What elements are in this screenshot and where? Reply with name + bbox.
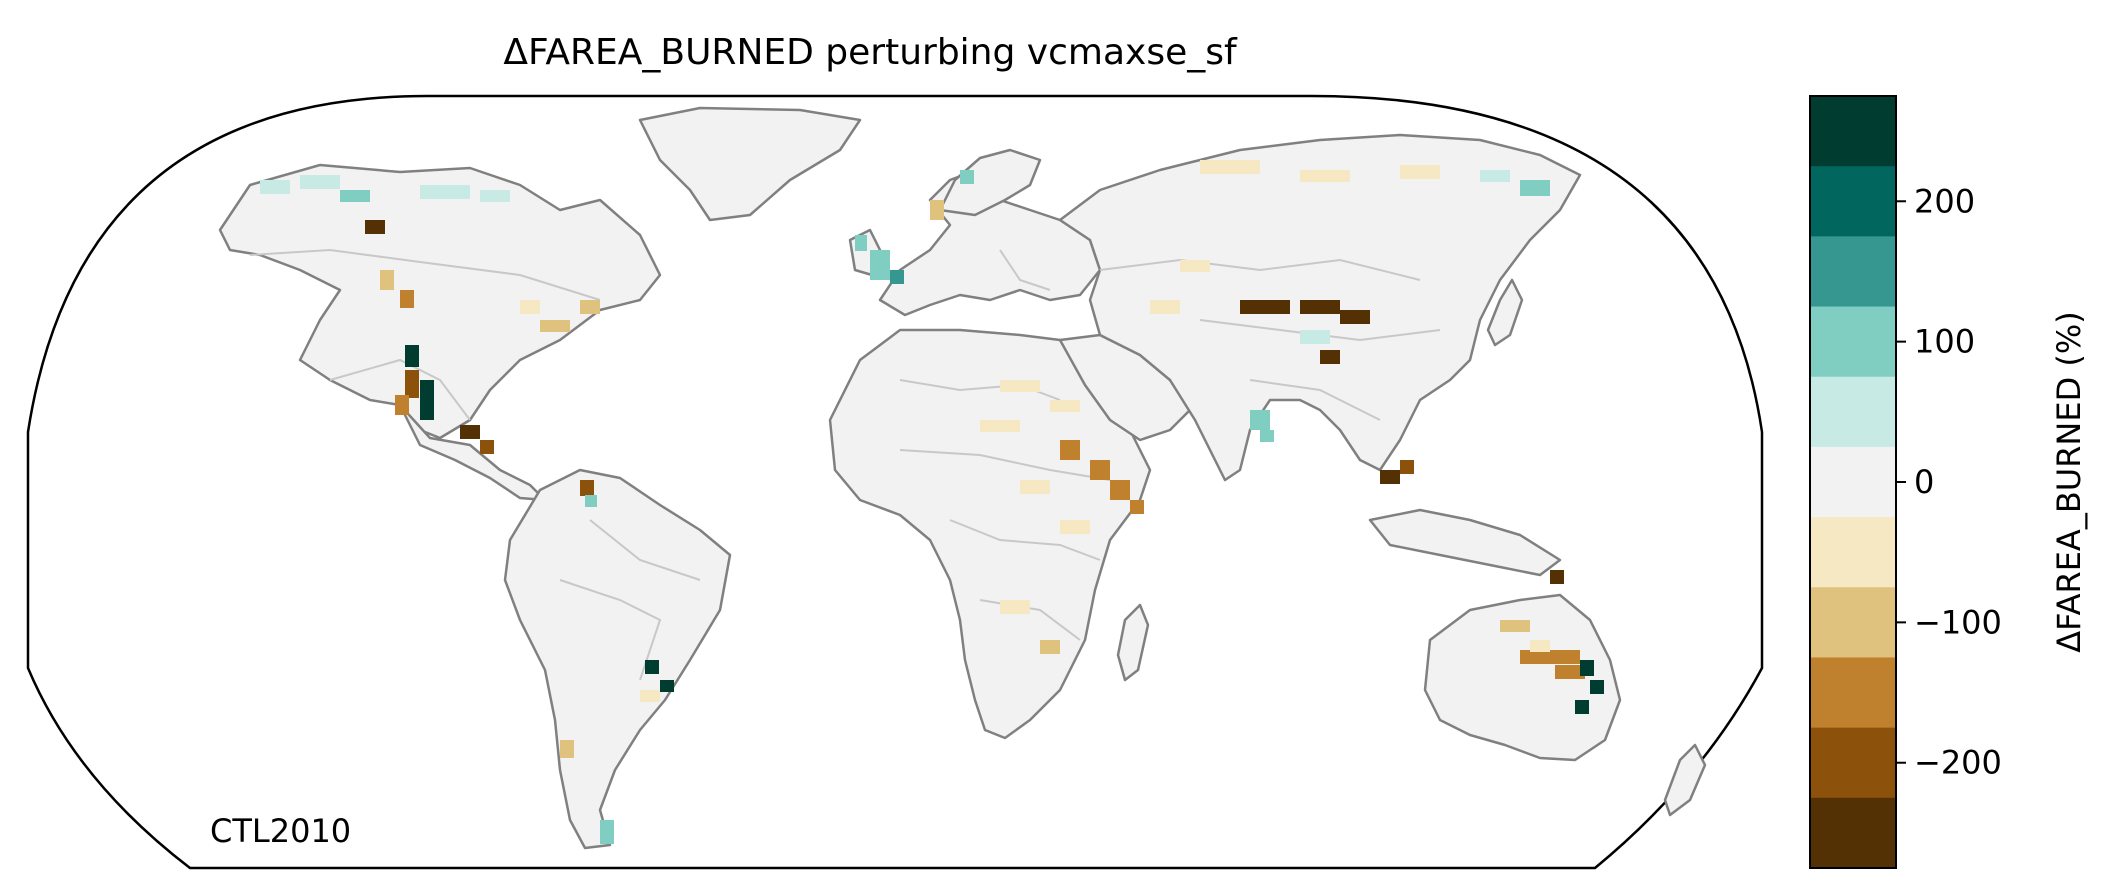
data-cell bbox=[1320, 350, 1340, 364]
maritime-southeast-asia bbox=[1368, 508, 1562, 577]
data-cell bbox=[380, 270, 394, 290]
data-cell bbox=[1300, 300, 1340, 314]
data-cell bbox=[400, 290, 414, 308]
data-cell bbox=[1380, 470, 1400, 484]
colorbar-tick-label: −100 bbox=[1914, 603, 2002, 641]
data-cell bbox=[930, 200, 944, 220]
experiment-label: CTL2010 bbox=[210, 812, 351, 850]
colorbar-tick-label: 100 bbox=[1914, 323, 1975, 361]
data-cell bbox=[1340, 310, 1370, 324]
map-title: ΔFAREA_BURNED perturbing vcmaxse_sf bbox=[503, 32, 1238, 73]
data-cell bbox=[1020, 480, 1050, 494]
colorbar-level-0 bbox=[1810, 96, 1896, 167]
data-cell bbox=[980, 420, 1020, 432]
colorbar-level-3 bbox=[1810, 306, 1896, 378]
colorbar-level-4 bbox=[1810, 376, 1896, 448]
data-cell bbox=[395, 395, 409, 415]
colorbar: 200 100 0 −100 −200 ΔFAREA_BURNED (%) bbox=[1809, 95, 2088, 869]
data-cell bbox=[890, 270, 904, 284]
africa bbox=[828, 328, 1152, 740]
data-cell bbox=[1590, 680, 1604, 694]
colorbar-levels bbox=[1810, 96, 1896, 869]
data-cell bbox=[1400, 165, 1440, 179]
data-cell bbox=[1530, 640, 1550, 652]
data-cell bbox=[340, 190, 370, 202]
data-cell bbox=[365, 220, 385, 234]
data-cell bbox=[1260, 430, 1274, 442]
data-cell bbox=[520, 300, 540, 314]
madagascar bbox=[1116, 603, 1150, 682]
data-cell bbox=[1000, 380, 1040, 392]
data-cell bbox=[1520, 180, 1550, 196]
data-cell bbox=[1240, 300, 1290, 314]
data-cell bbox=[1200, 160, 1260, 174]
data-cell bbox=[300, 175, 340, 189]
data-cell bbox=[260, 180, 290, 194]
colorbar-ticks: 200 100 0 −100 −200 bbox=[1896, 182, 2002, 782]
data-cell bbox=[1550, 570, 1564, 584]
data-cell bbox=[1480, 170, 1510, 182]
data-cell bbox=[580, 480, 594, 496]
data-cell bbox=[1400, 460, 1414, 474]
country-borders bbox=[249, 248, 1441, 681]
data-cell bbox=[1180, 260, 1210, 272]
colorbar-tick-label: 200 bbox=[1914, 182, 1975, 220]
data-cell bbox=[660, 680, 674, 692]
data-cell bbox=[1555, 665, 1585, 679]
data-cell bbox=[1575, 700, 1589, 714]
japan bbox=[1486, 278, 1524, 347]
data-cell bbox=[645, 660, 659, 674]
data-cell bbox=[580, 300, 600, 314]
data-cell bbox=[1520, 650, 1580, 664]
colorbar-tick-label: 0 bbox=[1914, 463, 1934, 501]
data-cell bbox=[480, 190, 510, 202]
data-cell bbox=[540, 320, 570, 332]
data-cell bbox=[640, 690, 660, 702]
data-cell bbox=[960, 170, 974, 184]
data-cell bbox=[855, 235, 867, 251]
data-cell bbox=[1500, 620, 1530, 632]
north-america bbox=[218, 163, 662, 440]
data-cell bbox=[405, 370, 419, 398]
data-cell bbox=[1090, 460, 1110, 480]
data-cell bbox=[1300, 330, 1330, 344]
data-cell bbox=[1130, 500, 1144, 514]
data-cell bbox=[460, 425, 480, 439]
colorbar-level-1 bbox=[1810, 166, 1896, 237]
data-cell bbox=[1060, 520, 1090, 534]
data-cell bbox=[600, 820, 614, 844]
data-cell bbox=[870, 250, 890, 280]
data-cell bbox=[1000, 600, 1030, 614]
data-cell bbox=[1040, 640, 1060, 654]
data-cell bbox=[1580, 660, 1594, 676]
colorbar-level-5 bbox=[1810, 446, 1896, 518]
data-cell bbox=[1110, 480, 1130, 500]
colorbar-level-6 bbox=[1810, 517, 1896, 588]
data-cell bbox=[1060, 440, 1080, 460]
australia bbox=[1423, 593, 1622, 762]
data-cell bbox=[585, 495, 597, 507]
colorbar-tick-label: −200 bbox=[1914, 744, 2002, 782]
data-cell bbox=[1050, 400, 1080, 412]
colorbar-level-2 bbox=[1810, 236, 1896, 308]
data-cell bbox=[405, 345, 419, 367]
data-cell bbox=[1250, 410, 1270, 430]
greenland bbox=[638, 106, 862, 222]
colorbar-level-10 bbox=[1810, 797, 1896, 869]
data-cell bbox=[1150, 300, 1180, 314]
data-cell bbox=[420, 380, 434, 420]
colorbar-level-7 bbox=[1810, 587, 1896, 658]
data-cell bbox=[480, 440, 494, 454]
data-cell bbox=[560, 740, 574, 758]
colorbar-level-8 bbox=[1810, 657, 1896, 729]
data-cell bbox=[420, 185, 470, 199]
data-cell bbox=[1300, 170, 1350, 182]
colorbar-level-9 bbox=[1810, 727, 1896, 799]
data-cells bbox=[260, 160, 1604, 844]
colorbar-label: ΔFAREA_BURNED (%) bbox=[2050, 311, 2088, 653]
map-panel: CTL2010 bbox=[26, 94, 1764, 870]
new-zealand bbox=[1663, 743, 1707, 817]
